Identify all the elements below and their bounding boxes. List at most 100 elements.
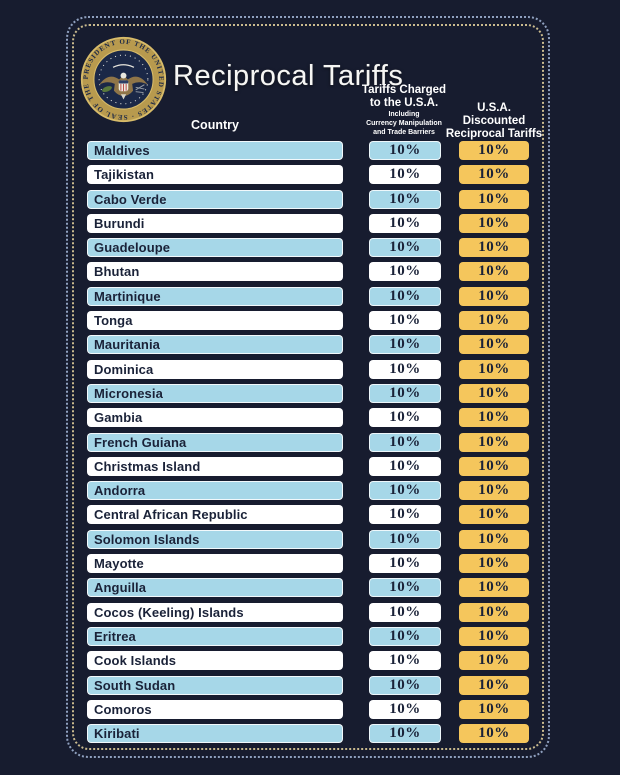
- tariff-charged-cell: 10%: [369, 432, 441, 452]
- country-cell: Anguilla: [87, 578, 343, 598]
- table-row: Eritrea 10% 10%: [0, 626, 620, 646]
- table-row: Kiribati 10% 10%: [0, 724, 620, 744]
- tariff-discounted-cell: 10%: [459, 724, 529, 744]
- tariff-discounted-cell: 10%: [459, 141, 529, 160]
- tariff-charged-cell: 10%: [369, 602, 441, 622]
- table-row: Martinique 10% 10%: [0, 286, 620, 306]
- table-row: Mayotte 10% 10%: [0, 554, 620, 574]
- seal-eagle: [99, 64, 148, 100]
- country-cell: Mayotte: [87, 554, 343, 574]
- table-row: Cocos (Keeling) Islands 10% 10%: [0, 602, 620, 622]
- presidential-seal-icon: PRESIDENT OF THE UNITED STATES · SEAL OF…: [80, 36, 167, 123]
- country-cell: South Sudan: [87, 675, 343, 695]
- tariff-charged-cell: 10%: [369, 311, 441, 331]
- country-cell: Eritrea: [87, 626, 343, 646]
- country-cell: Tajikistan: [87, 165, 343, 185]
- tariff-charged-cell: 10%: [369, 456, 441, 476]
- table-row: Comoros 10% 10%: [0, 699, 620, 719]
- table-row: South Sudan 10% 10%: [0, 675, 620, 695]
- page-title: Reciprocal Tariffs: [173, 60, 404, 92]
- country-cell: Andorra: [87, 481, 343, 501]
- country-cell: Martinique: [87, 286, 343, 306]
- tariff-charged-cell: 10%: [369, 505, 441, 525]
- country-cell: Cocos (Keeling) Islands: [87, 602, 343, 622]
- tariff-charged-cell: 10%: [369, 213, 441, 233]
- country-cell: Comoros: [87, 699, 343, 719]
- country-cell: Bhutan: [87, 262, 343, 282]
- country-cell: Maldives: [87, 141, 343, 160]
- column-header-country: Country: [191, 118, 239, 132]
- country-cell: Kiribati: [87, 724, 343, 744]
- table-row: Solomon Islands 10% 10%: [0, 529, 620, 549]
- tariff-charged-cell: 10%: [369, 529, 441, 549]
- country-cell: Cook Islands: [87, 651, 343, 671]
- tariff-charged-cell: 10%: [369, 141, 441, 160]
- discounted-header-line2: Reciprocal Tariffs: [445, 128, 543, 141]
- tariff-discounted-cell: 10%: [459, 335, 529, 355]
- table-row: Cabo Verde 10% 10%: [0, 189, 620, 209]
- country-cell: Guadeloupe: [87, 238, 343, 258]
- tariff-discounted-cell: 10%: [459, 408, 529, 428]
- table-row: Micronesia 10% 10%: [0, 383, 620, 403]
- table-row: Bhutan 10% 10%: [0, 262, 620, 282]
- country-cell: Dominica: [87, 359, 343, 379]
- tariff-charged-cell: 10%: [369, 238, 441, 258]
- tariff-charged-cell: 10%: [369, 626, 441, 646]
- country-cell: Central African Republic: [87, 505, 343, 525]
- table-row: Christmas Island 10% 10%: [0, 456, 620, 476]
- tariff-charged-cell: 10%: [369, 165, 441, 185]
- charged-header-sub1: Including: [388, 110, 420, 118]
- tariff-charged-cell: 10%: [369, 481, 441, 501]
- tariff-discounted-cell: 10%: [459, 456, 529, 476]
- tariff-discounted-cell: 10%: [459, 578, 529, 598]
- table-row: Anguilla 10% 10%: [0, 578, 620, 598]
- country-cell: Tonga: [87, 311, 343, 331]
- tariff-discounted-cell: 10%: [459, 311, 529, 331]
- charged-header-line1: Tariffs Charged: [361, 84, 447, 96]
- country-cell: Cabo Verde: [87, 189, 343, 209]
- tariff-discounted-cell: 10%: [459, 481, 529, 501]
- tariff-charged-cell: 10%: [369, 578, 441, 598]
- tariff-discounted-cell: 10%: [459, 505, 529, 525]
- column-header-usa-discounted: U.S.A. Discounted Reciprocal Tariffs: [445, 102, 543, 142]
- country-cell: Gambia: [87, 408, 343, 428]
- table-row: Tonga 10% 10%: [0, 311, 620, 331]
- tariff-discounted-cell: 10%: [459, 359, 529, 379]
- country-cell: French Guiana: [87, 432, 343, 452]
- seal-star-ring: [98, 54, 149, 105]
- tariff-charged-cell: 10%: [369, 651, 441, 671]
- country-cell: Solomon Islands: [87, 529, 343, 549]
- table-row: French Guiana 10% 10%: [0, 432, 620, 452]
- table-row: Maldives 10% 10%: [0, 141, 620, 160]
- tariff-charged-cell: 10%: [369, 359, 441, 379]
- tariff-discounted-cell: 10%: [459, 699, 529, 719]
- tariff-discounted-cell: 10%: [459, 189, 529, 209]
- tariff-charged-cell: 10%: [369, 189, 441, 209]
- tariff-discounted-cell: 10%: [459, 238, 529, 258]
- charged-header-sub3: and Trade Barriers: [373, 128, 435, 136]
- country-cell: Micronesia: [87, 383, 343, 403]
- table-row: Dominica 10% 10%: [0, 359, 620, 379]
- tariff-charged-cell: 10%: [369, 699, 441, 719]
- charged-header-line2: to the U.S.A.: [369, 96, 439, 109]
- tariff-charged-cell: 10%: [369, 383, 441, 403]
- tariff-discounted-cell: 10%: [459, 286, 529, 306]
- table-row: Guadeloupe 10% 10%: [0, 238, 620, 258]
- table-row: Mauritania 10% 10%: [0, 335, 620, 355]
- tariff-charged-cell: 10%: [369, 675, 441, 695]
- tariff-charged-cell: 10%: [369, 554, 441, 574]
- column-header-tariffs-charged: Tariffs Charged to the U.S.A. Including …: [350, 84, 458, 137]
- table-row: Burundi 10% 10%: [0, 213, 620, 233]
- table-row: Gambia 10% 10%: [0, 408, 620, 428]
- tariff-discounted-cell: 10%: [459, 213, 529, 233]
- tariff-discounted-cell: 10%: [459, 529, 529, 549]
- tariff-charged-cell: 10%: [369, 335, 441, 355]
- country-cell: Mauritania: [87, 335, 343, 355]
- tariff-table: Maldives 10% 10% Tajikistan 10% 10% Cabo…: [0, 141, 620, 744]
- country-cell: Burundi: [87, 213, 343, 233]
- country-cell: Christmas Island: [87, 456, 343, 476]
- tariff-discounted-cell: 10%: [459, 602, 529, 622]
- tariff-charged-cell: 10%: [369, 724, 441, 744]
- tariff-discounted-cell: 10%: [459, 554, 529, 574]
